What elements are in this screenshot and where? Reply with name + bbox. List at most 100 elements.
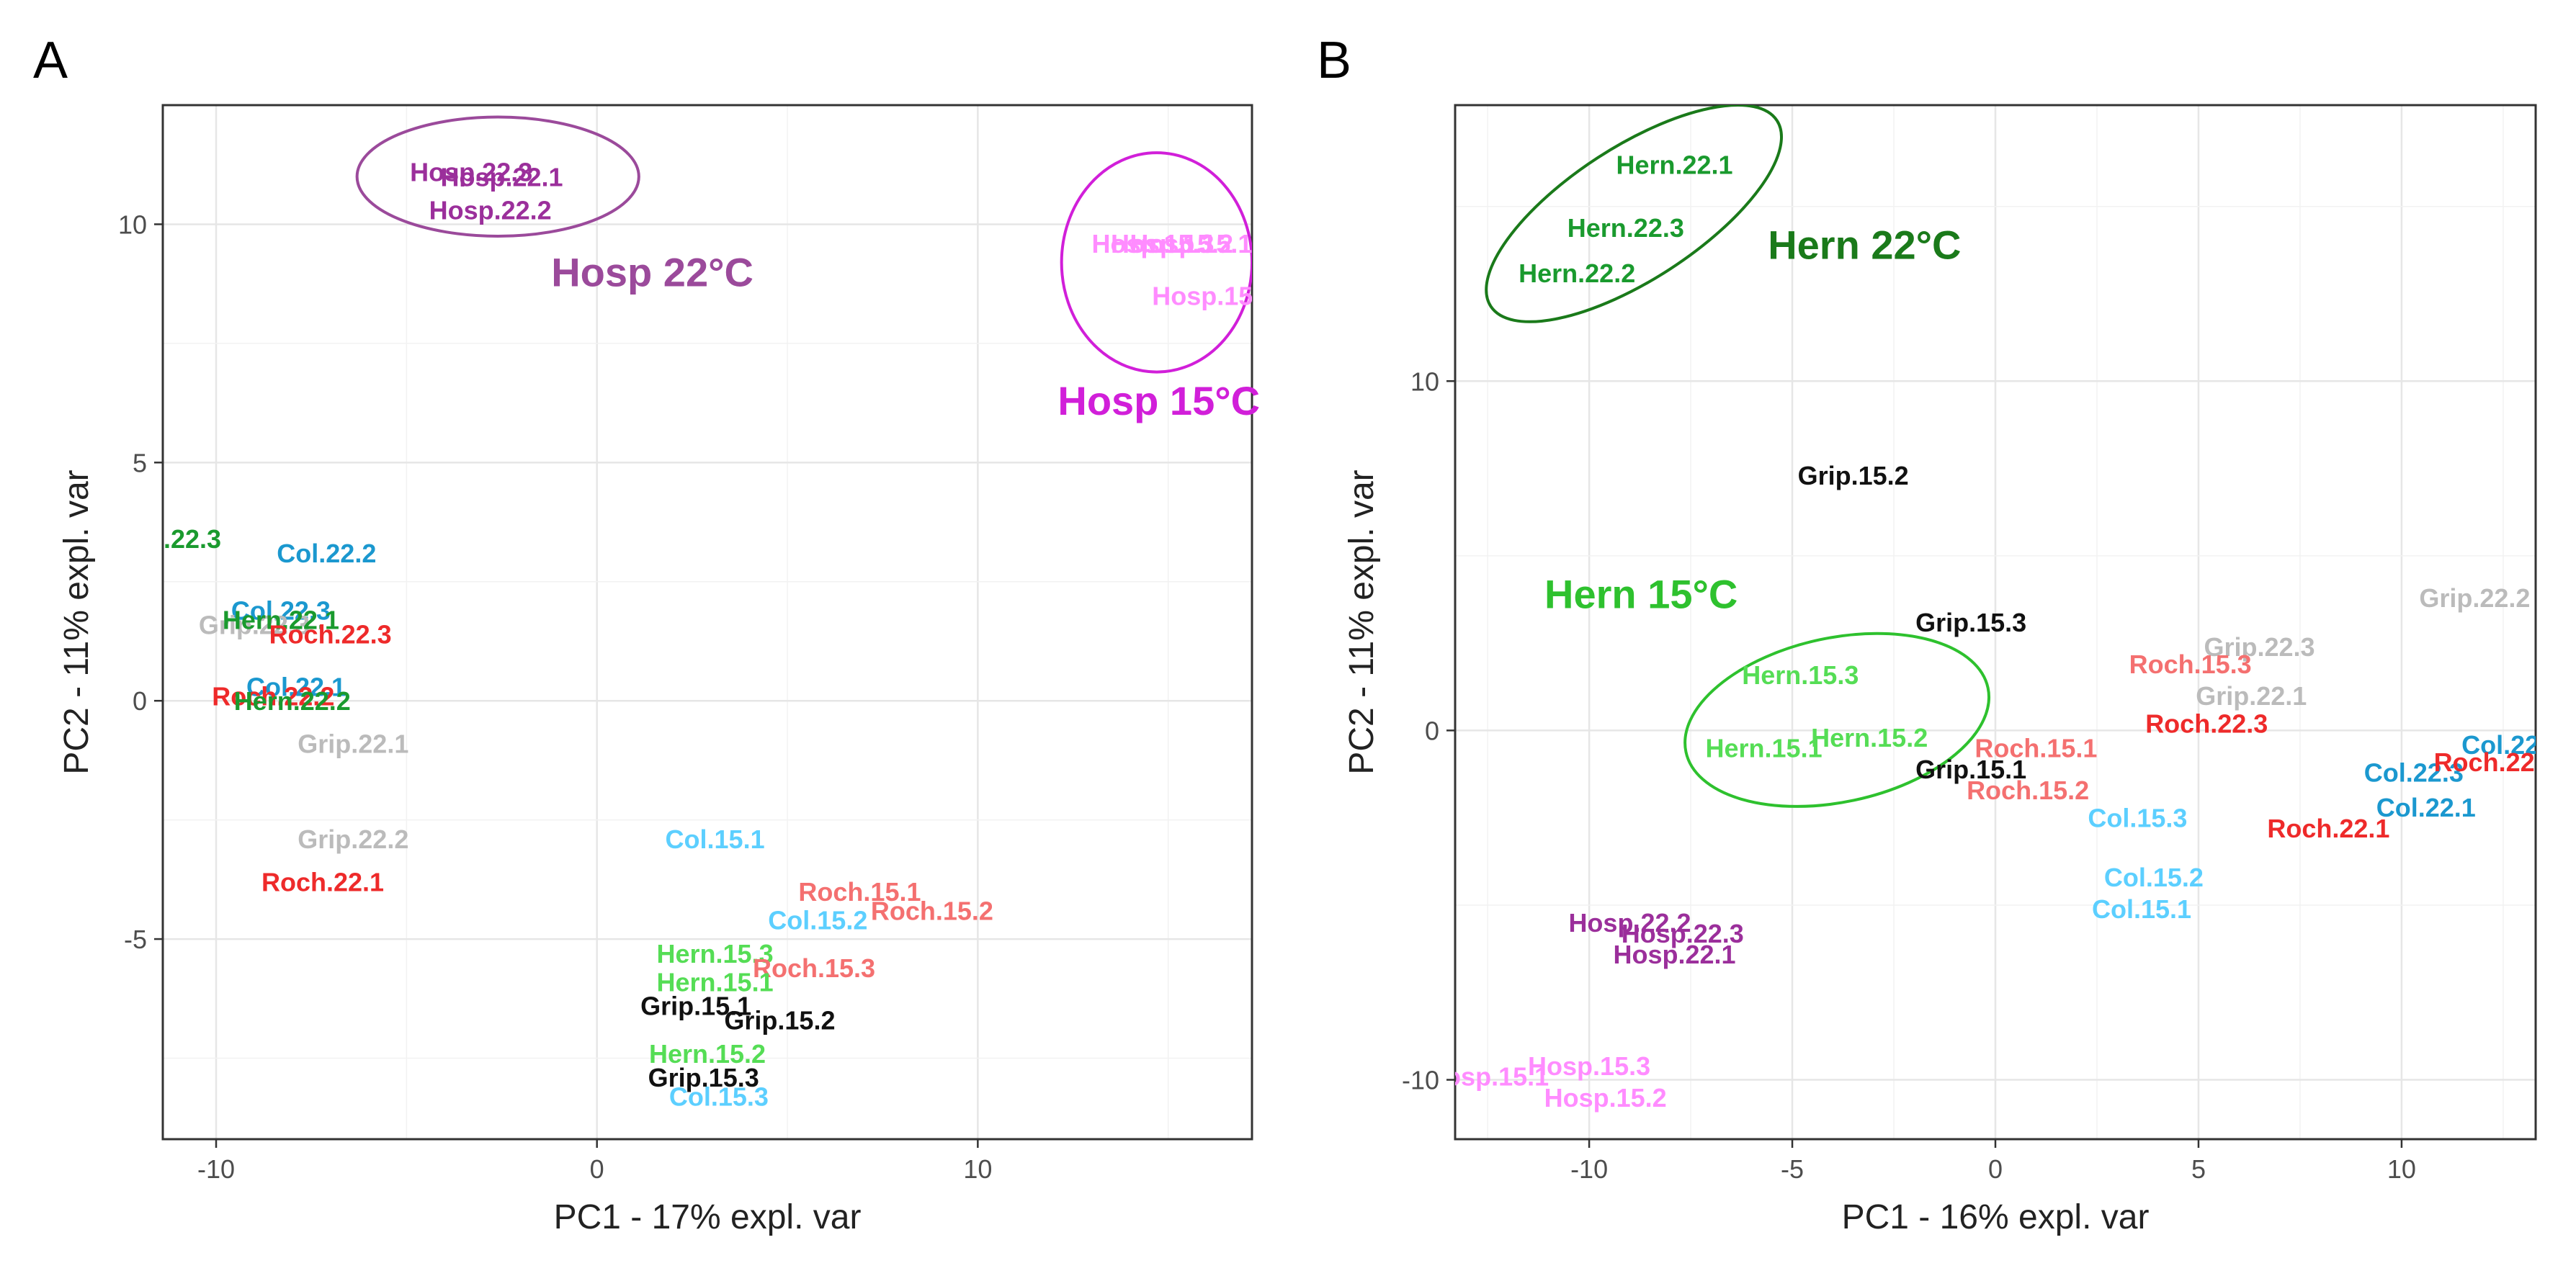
sample-label-roch-15-1: Roch.15.1	[1975, 734, 2097, 763]
sample-label-roch-15-3: Roch.15.3	[753, 953, 875, 983]
sample-label-hern-22-3: Hern.22.3	[104, 524, 221, 554]
sample-label-grip-15-1: Grip.15.1	[640, 992, 751, 1021]
sample-label-grip-22-1: Grip.22.1	[2196, 681, 2307, 711]
sample-label-col-15-1: Col.15.1	[2092, 894, 2191, 924]
sample-label-roch-22-2: Roch.22.2	[2434, 747, 2557, 777]
sample-label-hern-22-2: Hern.22.2	[1519, 259, 1635, 288]
sample-label-grip-15-3: Grip.15.3	[1915, 608, 2026, 637]
sample-label-hosp-22-1: Hosp.22.1	[1613, 940, 1735, 969]
sample-label-hern-15-2: Hern.15.2	[649, 1039, 766, 1069]
y-tick-label-a: 10	[118, 210, 147, 239]
cluster-annotation-hosp-22-c: Hosp 22°C	[551, 249, 753, 295]
x-tick-label-b: 5	[2191, 1154, 2206, 1184]
sample-label-col-15-1: Col.15.1	[666, 825, 765, 854]
sample-label-hern-15-1: Hern.15.1	[1706, 734, 1823, 763]
sample-label-col-22-2: Col.22.2	[277, 539, 376, 568]
sample-label-roch-15-2: Roch.15.2	[871, 896, 993, 925]
cluster-annotation-hosp-15-c: Hosp 15°C	[1057, 378, 1260, 423]
sample-label-col-15-2: Col.15.2	[768, 906, 867, 935]
sample-label-roch-22-2: Roch.22.2	[212, 682, 334, 711]
sample-label-col-15-3: Col.15.3	[2088, 804, 2187, 833]
y-axis-label-a: PC2 - 11% expl. var	[58, 469, 96, 774]
sample-label-roch-15-2: Roch.15.2	[1967, 776, 2089, 805]
sample-label-grip-22-3: Grip.22.3	[2204, 632, 2315, 662]
sample-label-grip-15-2: Grip.15.2	[1798, 461, 1909, 490]
sample-label-roch-22-1: Roch.22.1	[2267, 814, 2389, 843]
sample-label-hern-15-3: Hern.15.3	[657, 939, 774, 969]
y-tick-label-a: 0	[133, 686, 147, 716]
sample-label-grip-22-2: Grip.22.2	[298, 825, 408, 854]
sample-label-hosp-15-3: Hosp.15.3	[1092, 229, 1215, 259]
sample-label-col-22-1: Col.22.1	[246, 672, 346, 701]
sample-label-grip-15-1: Grip.15.1	[1915, 755, 2026, 784]
sample-label-hosp-22-1: Hosp.22.1	[440, 162, 563, 192]
sample-label-col-22-2: Col.22.2	[2461, 730, 2561, 760]
y-tick-label-b: 0	[1425, 716, 1439, 745]
y-axis-label-b: PC2 - 11% expl. var	[1343, 469, 1381, 774]
sample-label-roch-22-3: Roch.22.3	[2145, 709, 2268, 739]
x-tick-label-a: 10	[963, 1154, 992, 1184]
grid-a	[163, 104, 1252, 1139]
x-tick-label-a: -10	[197, 1154, 235, 1184]
y-tick-label-a: -5	[124, 925, 147, 954]
y-tick-label-b: -10	[1402, 1066, 1439, 1095]
annotations-b: Hern 22°C Hern 15°C	[1544, 222, 1961, 616]
x-axis-label-b: PC1 - 16% expl. var	[1842, 1198, 2150, 1236]
ticks-a: -10 0 10 -5 0 5 10	[118, 210, 992, 1184]
x-tick-label-b: -10	[1570, 1154, 1608, 1184]
cluster-ellipse-hern-15-c	[1683, 632, 1991, 808]
cluster-ellipse-hern-22-c	[1485, 105, 1783, 323]
sample-label-hosp-15-1: Hosp.15.1	[1130, 229, 1252, 259]
sample-label-hern-15-1: Hern.15.1	[657, 968, 774, 997]
sample-label-roch-22-3: Roch.22.3	[269, 620, 392, 650]
grid-b	[1455, 105, 2536, 1139]
cluster-ellipse-hosp-22-c	[355, 115, 640, 238]
x-tick-label-b: 10	[2387, 1154, 2416, 1184]
x-tick-label-b: -5	[1781, 1154, 1804, 1184]
sample-label-grip-22-1: Grip.22.1	[298, 729, 408, 759]
ticks-b: -10 -5 0 5 10 -10 0 10	[1402, 367, 2416, 1184]
sample-label-hosp-22-3: Hosp.22.3	[410, 158, 532, 187]
cluster-annotation-hern-22-c: Hern 22°C	[1768, 222, 1961, 267]
sample-label-hosp-15-2: Hosp.15.2	[1111, 229, 1233, 259]
sample-label-hosp-15-3: Hosp.15.3	[1528, 1051, 1650, 1081]
sample-label-roch-22-1: Roch.22.1	[261, 868, 384, 897]
x-tick-label-b: 0	[1988, 1154, 2003, 1184]
x-axis-label-a: PC1 - 17% expl. var	[554, 1198, 862, 1236]
cluster-ellipse-hosp-15-c	[1060, 151, 1252, 374]
sample-label-hosp-22-2: Hosp.22.2	[1568, 908, 1691, 938]
sample-label-hosp-22-2: Hosp.22.2	[429, 196, 552, 225]
sample-label-roch-15-3: Roch.15.3	[2129, 650, 2252, 679]
sample-label-col-15-2: Col.15.2	[2104, 863, 2204, 892]
sample-label-hosp-15-2: Hosp.15.2	[1544, 1083, 1667, 1113]
sample-label-col-22-1: Col.22.1	[2376, 793, 2476, 822]
sample-label-hern-15-3: Hern.15.3	[1742, 660, 1859, 690]
sample-label-grip-15-2: Grip.15.2	[724, 1006, 835, 1035]
sample-label-hern-22-1: Hern.22.1	[1616, 150, 1732, 179]
sample-label-hosp-15-1: Hosp.15.1	[1426, 1062, 1549, 1092]
sample-label-roch-15-1: Roch.15.1	[798, 877, 921, 907]
sample-label-hern-22-1: Hern.22.1	[223, 606, 339, 635]
sample-label-hern-22-3: Hern.22.3	[1567, 213, 1684, 243]
sample-label-grip-22-2: Grip.22.2	[2419, 583, 2530, 613]
ellipses-b	[1485, 105, 1991, 808]
sample-label-hosp-15: Hosp.15	[1152, 282, 1253, 311]
sample-label-hern-15-2: Hern.15.2	[1811, 723, 1928, 752]
annotations-a: Hosp 22°C Hosp 15°C	[551, 249, 1260, 423]
sample-label-hern-22-2: Hern.22.2	[234, 686, 351, 716]
y-tick-label-b: 10	[1410, 367, 1439, 396]
sample-label-grip-22-3: Grip.22.3	[199, 610, 310, 639]
cluster-annotation-hern-15-c: Hern 15°C	[1544, 572, 1738, 617]
points-b: Hern.22.1 Hern.22.3 Hern.22.2 Grip.15.2 Grip…	[1426, 150, 2561, 1113]
y-tick-label-a: 5	[133, 448, 147, 477]
points-a: Hosp.22.3Hosp.22.1Hosp.22.2Hosp.15.2Hosp…	[104, 158, 1253, 1112]
x-tick-label-a: 0	[590, 1154, 604, 1184]
sample-label-col-22-3: Col.22.3	[2364, 758, 2464, 788]
sample-label-col-22-3: Col.22.3	[231, 596, 331, 625]
plot-frame-a	[161, 104, 1253, 1141]
sample-label-hosp-22-3: Hosp.22.3	[1622, 919, 1744, 948]
panel-letter-b: B	[1317, 32, 1351, 89]
